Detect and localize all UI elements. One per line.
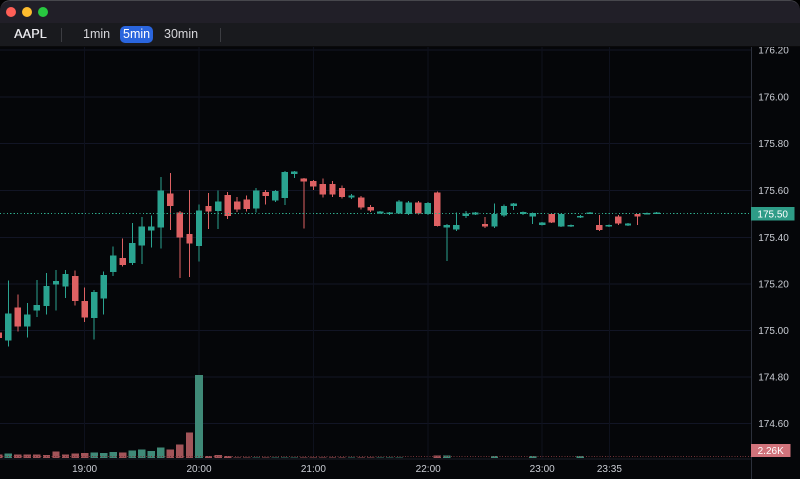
- svg-text:174.80: 174.80: [758, 373, 789, 384]
- svg-text:175.40: 175.40: [758, 233, 789, 244]
- svg-text:175.50: 175.50: [757, 210, 788, 221]
- svg-text:23:00: 23:00: [530, 464, 555, 475]
- svg-text:2.26K: 2.26K: [758, 446, 784, 457]
- svg-text:19:00: 19:00: [72, 464, 97, 475]
- svg-text:22:00: 22:00: [416, 464, 441, 475]
- svg-text:174.60: 174.60: [758, 419, 789, 430]
- svg-text:21:00: 21:00: [301, 464, 326, 475]
- svg-text:175.00: 175.00: [758, 326, 789, 337]
- svg-text:175.60: 175.60: [758, 186, 789, 197]
- svg-text:176.00: 176.00: [758, 92, 789, 103]
- svg-text:23:35: 23:35: [597, 464, 622, 475]
- svg-text:175.80: 175.80: [758, 139, 789, 150]
- svg-text:176.20: 176.20: [758, 47, 789, 57]
- svg-text:175.20: 175.20: [758, 280, 789, 291]
- svg-text:20:00: 20:00: [186, 464, 211, 475]
